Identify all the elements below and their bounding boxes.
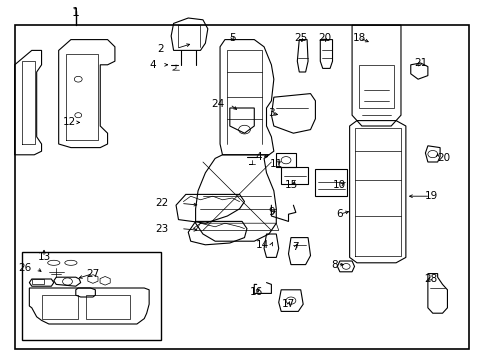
Text: 9: 9 <box>267 207 274 217</box>
Bar <box>41 295 78 319</box>
Bar <box>22 252 161 340</box>
Text: 11: 11 <box>269 159 283 169</box>
Text: 26: 26 <box>19 263 32 273</box>
Text: 21: 21 <box>414 58 427 68</box>
Text: 3: 3 <box>267 108 274 118</box>
Bar <box>85 295 129 319</box>
Text: 4: 4 <box>149 60 156 70</box>
Text: 7: 7 <box>292 242 299 252</box>
Text: 16: 16 <box>249 287 263 297</box>
Text: 6: 6 <box>336 209 343 219</box>
Text: 14: 14 <box>255 240 268 250</box>
Text: 24: 24 <box>211 99 224 109</box>
Text: 20: 20 <box>437 153 450 163</box>
Text: 27: 27 <box>86 269 100 279</box>
Text: 5: 5 <box>228 33 235 43</box>
Text: 4: 4 <box>254 152 261 162</box>
Text: 8: 8 <box>330 260 337 270</box>
Text: 1: 1 <box>72 6 80 19</box>
Bar <box>281 167 307 184</box>
Text: 20: 20 <box>318 33 331 43</box>
Text: 15: 15 <box>284 180 297 190</box>
Text: 23: 23 <box>155 224 168 234</box>
Bar <box>315 169 346 196</box>
Bar <box>359 65 393 108</box>
Text: 28: 28 <box>424 274 437 284</box>
Text: 2: 2 <box>157 44 163 54</box>
Text: 18: 18 <box>352 33 366 43</box>
Text: 19: 19 <box>424 191 437 201</box>
Bar <box>32 279 44 284</box>
Text: 1: 1 <box>72 8 79 18</box>
Text: 13: 13 <box>37 252 51 262</box>
Text: 10: 10 <box>333 180 346 190</box>
Text: 17: 17 <box>281 299 295 309</box>
Text: 22: 22 <box>155 198 168 208</box>
Text: 25: 25 <box>293 33 307 43</box>
Text: 12: 12 <box>62 117 76 127</box>
Bar <box>276 153 295 167</box>
